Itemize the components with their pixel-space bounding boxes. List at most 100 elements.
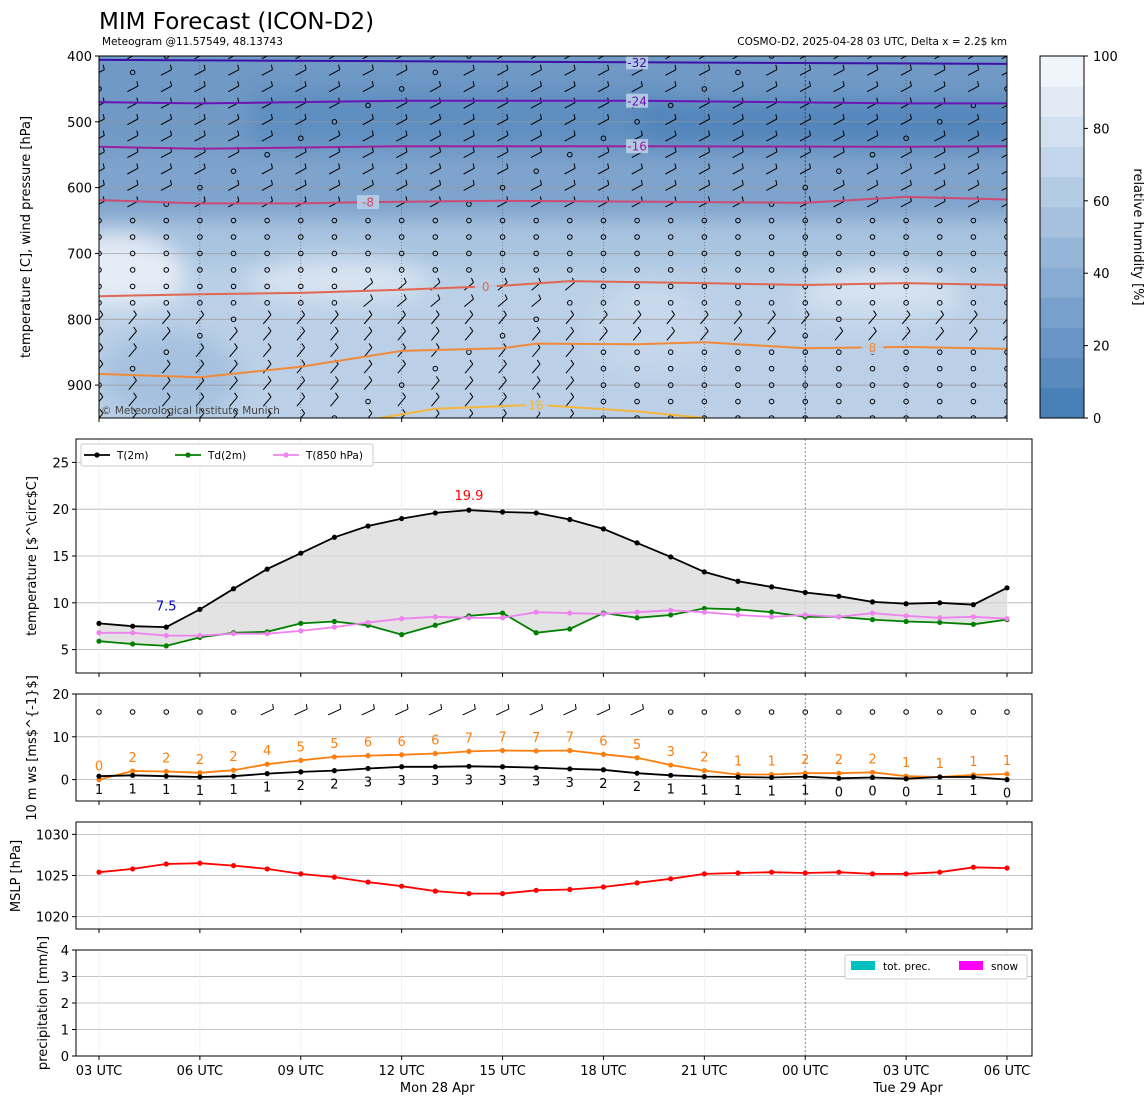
wind-barb (131, 408, 137, 418)
wind-value-label: 1 (767, 754, 775, 769)
calm-wind-marker (466, 234, 472, 240)
calm-wind-marker (129, 69, 136, 76)
wind-series-point-1 (869, 774, 876, 781)
mslp-point (399, 883, 405, 889)
wind-series-point-1 (668, 772, 674, 778)
wind-barb (160, 64, 173, 76)
series-point-0 (970, 602, 976, 608)
dewpoint-spread-fill (99, 510, 1007, 646)
time-axis: 03 UTC 06 UTC 09 UTC 12 UTC 15 UTC 18 UTC 21 U… (76, 1064, 1030, 1096)
wind-value-label: 0 (835, 785, 843, 800)
calm-wind-marker (1004, 283, 1007, 290)
mslp-point (600, 884, 607, 890)
calm-wind-marker (398, 86, 405, 92)
calm-wind-marker (970, 398, 977, 405)
wind-barb (597, 179, 610, 191)
wind-barb (296, 376, 306, 391)
wind-value-label: 2 (330, 778, 338, 793)
calm-wind-marker (634, 234, 640, 240)
mslp-point (230, 863, 237, 869)
wind-barb (799, 130, 812, 142)
colorbar-band (1040, 297, 1084, 328)
calm-wind-marker (432, 365, 439, 372)
series-point-0 (1004, 585, 1010, 591)
calm-wind-marker (163, 300, 170, 306)
wind-barb (630, 704, 644, 716)
wind-series-point-1 (567, 766, 573, 772)
wind-barb (128, 392, 137, 407)
wind-barb (900, 56, 908, 60)
wind-barb (1001, 71, 1007, 76)
series-point-2 (466, 615, 472, 621)
calm-wind-marker (230, 250, 237, 257)
wind-barb (967, 130, 980, 142)
wind-barb (632, 326, 642, 341)
isotherm-line (99, 99, 1007, 105)
mslp-point (567, 886, 573, 893)
wind-value-label: 7 (566, 730, 574, 745)
wind-barb (564, 81, 576, 93)
calm-wind-marker (936, 217, 943, 224)
calm-wind-marker (735, 69, 741, 76)
calm-wind-marker (129, 250, 136, 257)
wind-barb (1002, 318, 1007, 325)
calm-wind-marker (600, 267, 607, 273)
wind-barb (229, 392, 238, 407)
wind-barb (700, 326, 709, 341)
wind-barb (232, 408, 238, 418)
wind-value-label: 1 (902, 756, 910, 771)
colorbar-ticks: 0 20 40 60 80 100 (1084, 50, 1118, 427)
wind-barb (1001, 203, 1007, 208)
wind-value-label: 6 (398, 735, 406, 750)
wind-barb (900, 114, 912, 126)
wind-barb (497, 64, 509, 76)
series-point-2 (802, 612, 808, 618)
series-point-2 (567, 610, 573, 616)
calm-wind-marker (634, 349, 640, 355)
time-tick-label: 15 UTC (479, 1064, 525, 1079)
calm-wind-marker (970, 267, 977, 273)
calm-wind-marker (667, 398, 674, 405)
wind-series-point-1 (701, 774, 707, 780)
series-point-2 (365, 619, 371, 626)
series-point-2 (903, 613, 909, 619)
calm-wind-marker (197, 332, 203, 339)
series-point-1 (768, 609, 775, 615)
time-tick-label: 12 UTC (378, 1064, 424, 1079)
wind-barb (934, 64, 946, 76)
calm-wind-marker (297, 250, 304, 257)
wind-barb (463, 81, 475, 93)
calm-wind-marker (499, 250, 506, 257)
calm-wind-marker (970, 382, 977, 388)
series-point-1 (432, 622, 438, 628)
calm-wind-marker (836, 168, 842, 174)
wind-barb (596, 704, 611, 716)
wind-barb (160, 179, 173, 191)
wind-barb (330, 326, 339, 341)
calm-wind-marker (1004, 709, 1010, 715)
wind-barb (429, 163, 442, 175)
wind-barb (565, 359, 575, 374)
calm-wind-marker (701, 349, 708, 355)
temperature-annotation: 7.5 (156, 599, 177, 614)
calm-wind-marker (836, 382, 842, 388)
wind-barb (934, 130, 946, 142)
calm-wind-marker (936, 267, 943, 273)
calm-wind-marker (667, 217, 674, 224)
series-point-1 (937, 619, 943, 626)
isotherms: -32 -24 -16 -8 0 8 16 (99, 56, 1007, 418)
calm-wind-marker (398, 382, 405, 388)
wind-barb (195, 359, 205, 374)
calm-wind-marker (768, 365, 775, 372)
wind-barb (464, 294, 474, 308)
calm-wind-marker (735, 365, 741, 372)
wind-value-label: 2 (229, 750, 237, 765)
wind-value-label: 0 (95, 760, 103, 775)
mslp-point (937, 869, 943, 875)
wind-barb (766, 130, 778, 142)
wind-barb (194, 81, 206, 93)
wind-barb (464, 326, 474, 341)
wind-barb (866, 130, 879, 142)
calm-wind-marker (936, 365, 943, 372)
mslp-point (768, 869, 775, 875)
